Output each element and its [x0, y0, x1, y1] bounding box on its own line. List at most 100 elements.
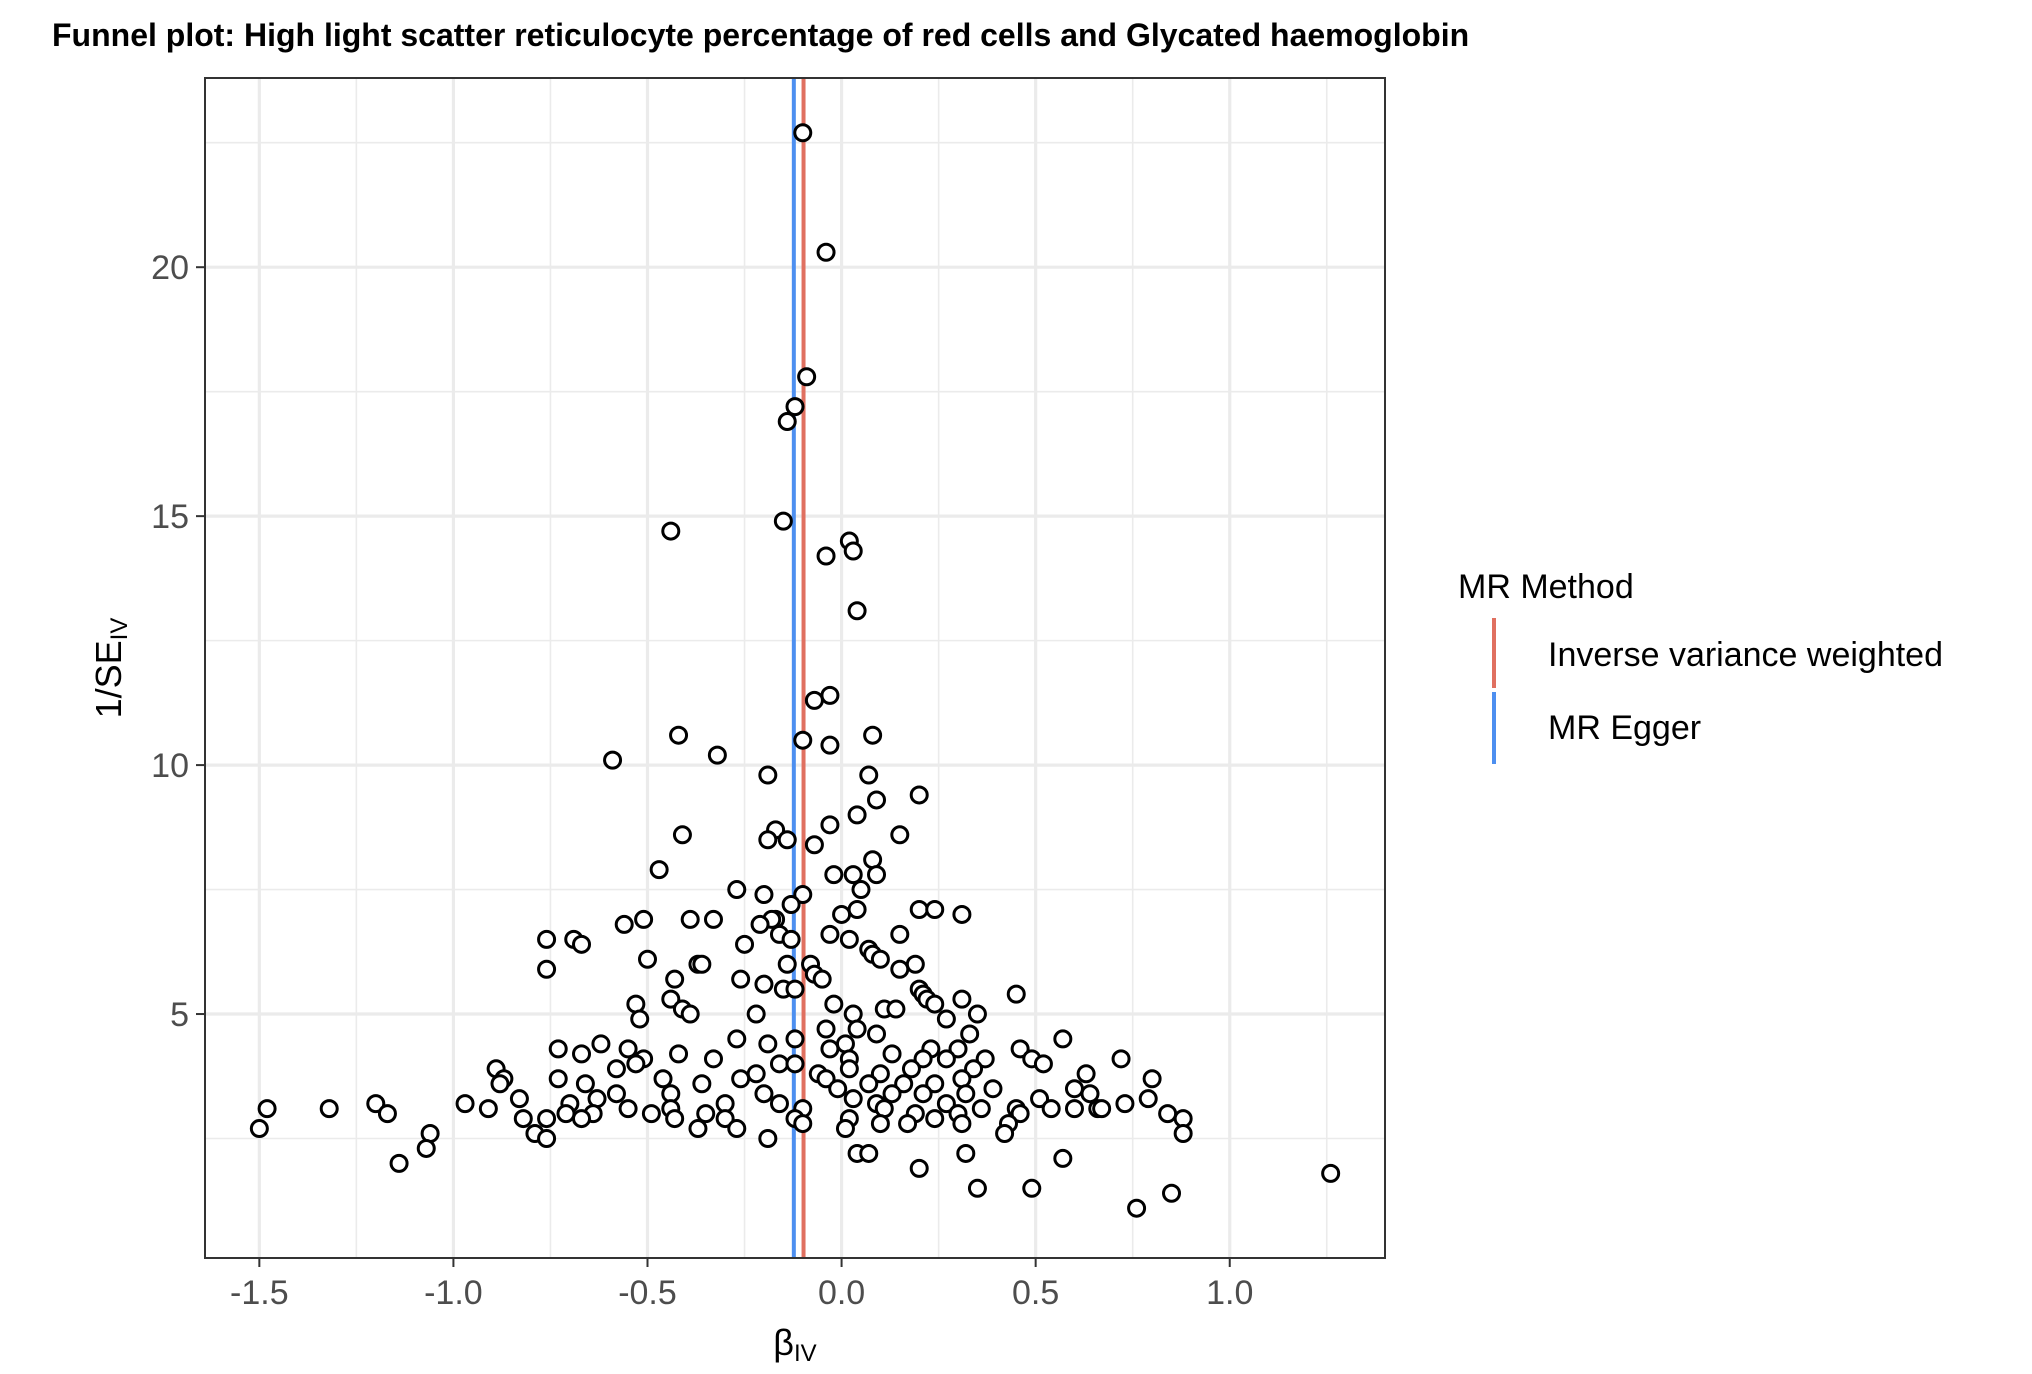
snp-point [692, 1074, 712, 1094]
snp-point [572, 934, 592, 954]
snp-point [606, 1084, 626, 1104]
snp-point [1064, 1079, 1084, 1099]
snp-point [890, 924, 910, 944]
snp-point [804, 690, 824, 710]
snp-point [319, 1099, 339, 1119]
snp-point [1022, 1178, 1042, 1198]
snp-point [603, 750, 623, 770]
snp-point [1321, 1163, 1341, 1183]
snp-point [839, 1059, 859, 1079]
snp-point [890, 959, 910, 979]
snp-point [793, 1114, 813, 1134]
snp-point [956, 1143, 976, 1163]
snp-point [925, 899, 945, 919]
chart-title: Funnel plot: High light scatter reticulo… [52, 17, 1469, 53]
y-axis-title: 1/SEIV [88, 618, 133, 719]
snp-point [898, 1114, 918, 1134]
snp-point [257, 1099, 277, 1119]
snp-point [548, 1039, 568, 1059]
x-axis-title-sub: IV [794, 1340, 817, 1367]
snp-point [793, 123, 813, 143]
snp-point [886, 999, 906, 1019]
snp-point [389, 1153, 409, 1173]
legend: MR Method Inverse variance weighted MR E… [1458, 568, 1943, 764]
snp-point [665, 969, 685, 989]
y-tick-label: 5 [170, 996, 189, 1034]
snp-point [781, 929, 801, 949]
snp-point [1111, 1049, 1131, 1069]
snp-point [715, 1109, 735, 1129]
legend-label-ivw: Inverse variance weighted [1548, 636, 1943, 674]
snp-point [777, 830, 797, 850]
snp-point [754, 885, 774, 905]
snp-point [952, 1114, 972, 1134]
snp-point [859, 765, 879, 785]
snp-point [680, 909, 700, 929]
snp-point [669, 725, 689, 745]
snp-point [769, 1094, 789, 1114]
snp-point [638, 949, 657, 969]
snp-point [867, 865, 887, 885]
snp-point [843, 541, 863, 561]
snp-point [1064, 1099, 1084, 1119]
snp-point [781, 894, 801, 914]
snp-point [847, 1019, 867, 1039]
snp-point [843, 865, 863, 885]
snp-point [925, 1074, 945, 1094]
snp-point [366, 1094, 386, 1114]
snp-point [591, 1034, 611, 1054]
snp-point [641, 1104, 661, 1124]
snp-point [1006, 984, 1026, 1004]
snp-point [824, 994, 844, 1014]
snp-point [925, 1109, 945, 1129]
snp-point [249, 1119, 269, 1139]
snp-point [1080, 1084, 1100, 1104]
snp-point [936, 1049, 956, 1069]
plot-panel-border [204, 77, 1386, 1259]
snp-point [936, 1094, 956, 1114]
snp-point [851, 880, 871, 900]
snp-point [960, 1024, 980, 1044]
snp-point [847, 805, 867, 825]
snp-point [785, 1054, 805, 1074]
x-tick-label: -1.5 [230, 1274, 289, 1312]
snp-point [630, 1009, 650, 1029]
snp-point [672, 825, 692, 845]
snp-point [746, 1064, 766, 1084]
snp-point [870, 1064, 890, 1084]
snp-point [832, 904, 852, 924]
snp-point [1030, 1089, 1050, 1109]
snp-point [820, 1039, 840, 1059]
snp-point [634, 909, 654, 929]
snp-point [556, 1104, 576, 1124]
snp-point [882, 1084, 902, 1104]
snp-point [820, 924, 840, 944]
snp-point [575, 1074, 595, 1094]
snp-point [696, 1104, 716, 1124]
snp-point [1053, 1029, 1073, 1049]
snp-point [1115, 1094, 1135, 1114]
snp-point [859, 1143, 879, 1163]
snp-point [901, 1059, 921, 1079]
snp-point [727, 880, 747, 900]
snp-point [1092, 1099, 1112, 1119]
snp-point [952, 904, 972, 924]
y-tick-label: 10 [151, 747, 189, 785]
snp-point [455, 1094, 475, 1114]
snp-point [952, 989, 972, 1009]
snp-point [820, 815, 840, 835]
snp-point [537, 1129, 557, 1149]
snp-point [754, 1084, 774, 1104]
snp-point [820, 685, 840, 705]
snp-point [839, 929, 859, 949]
snp-point [835, 1119, 855, 1139]
snp-point [847, 601, 867, 621]
snp-point [478, 1099, 498, 1119]
snp-point [537, 959, 557, 979]
snp-point [703, 909, 723, 929]
snp-point [983, 1079, 1003, 1099]
snp-point [867, 1024, 887, 1044]
snp-point [490, 1074, 510, 1094]
snp-point [618, 1039, 638, 1059]
